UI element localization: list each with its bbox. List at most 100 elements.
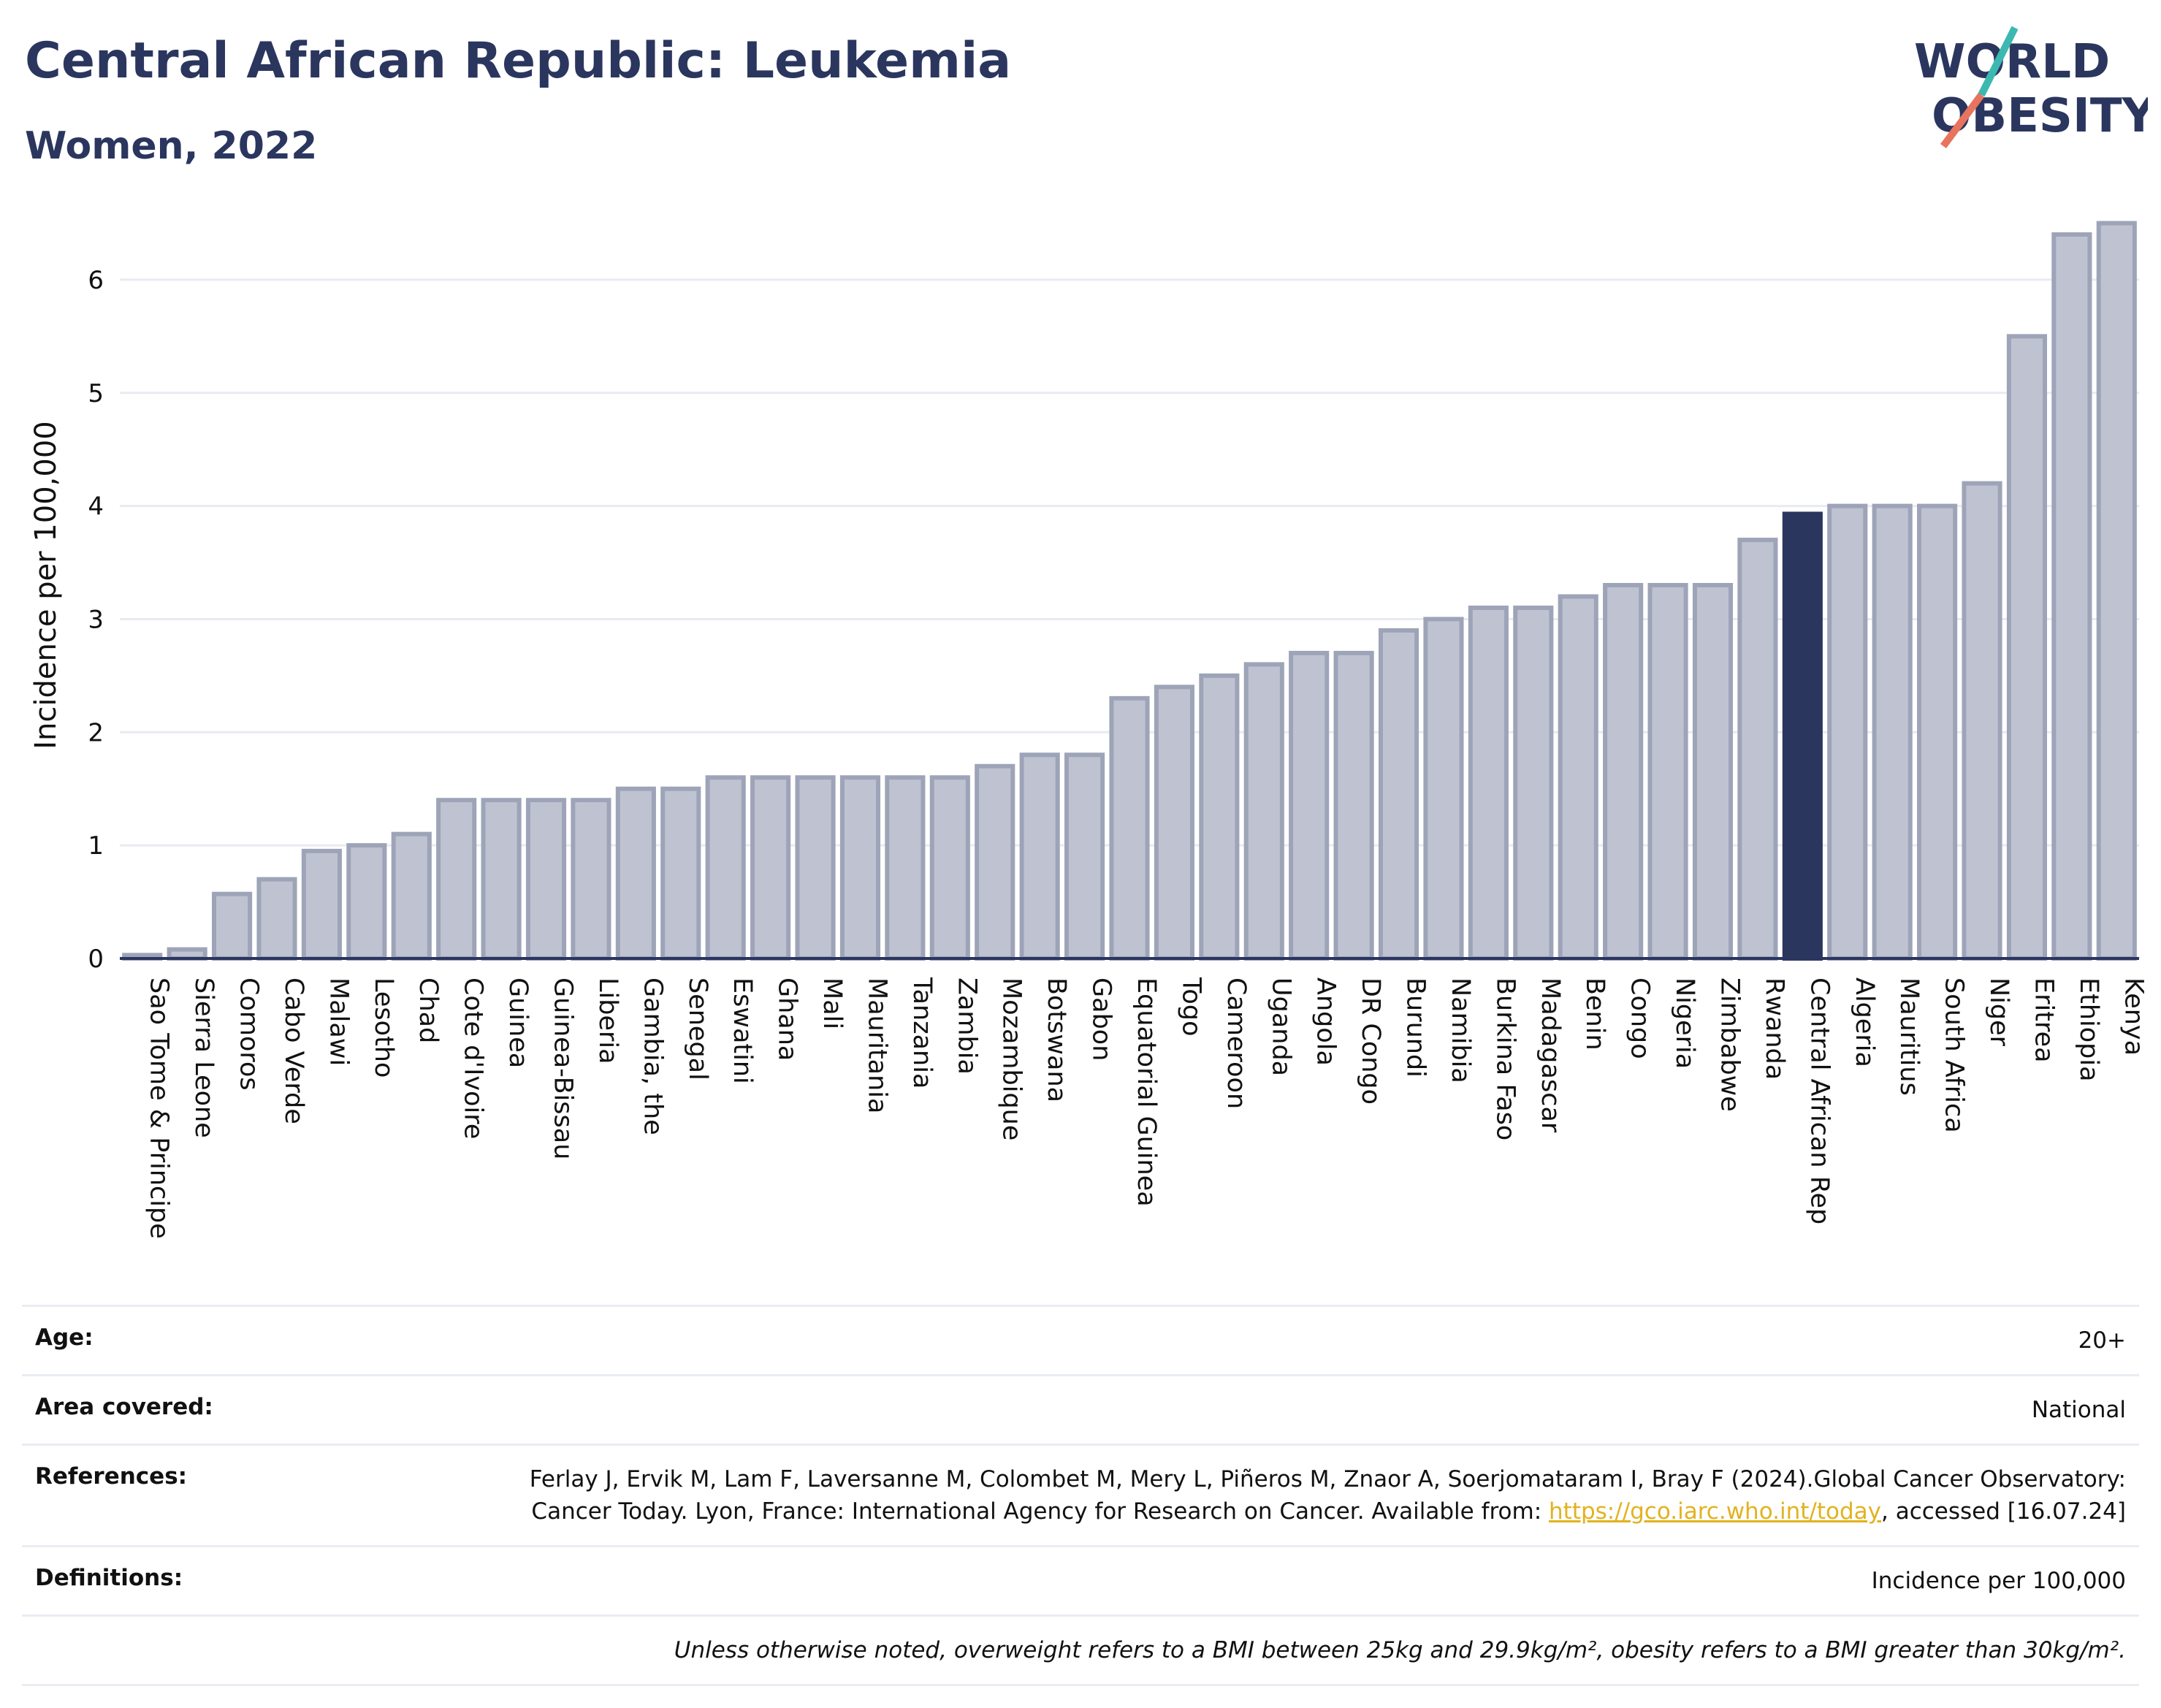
bar (391, 831, 432, 961)
meta-row-note: Unless otherwise noted, overweight refer… (22, 1614, 2139, 1686)
x-tick-label: Burkina Faso (1490, 977, 1520, 1140)
y-tick-label: 3 (88, 605, 104, 634)
x-tick-label: South Africa (1940, 977, 1969, 1133)
bar (2051, 232, 2092, 961)
x-tick-label: Mozambique (997, 977, 1026, 1140)
x-tick-label: Cameroon (1221, 977, 1251, 1109)
logo-teal-stroke (1978, 26, 2019, 97)
y-tick-label: 1 (88, 831, 104, 861)
bar (1423, 617, 1464, 961)
bar-chart: 0 1 2 3 4 5 6 Sao Tome & Principe Sierra Leone C… (29, 221, 2149, 1239)
x-tick-label: Cabo Verde (279, 977, 308, 1124)
x-tick-label: Eswatini (728, 977, 757, 1084)
page-subtitle: Women, 2022 (25, 124, 318, 168)
x-tick-label: Nigeria (1670, 977, 1699, 1069)
x-tick-label: Central African Rep (1804, 977, 1834, 1224)
y-axis-ticks: 0 1 2 3 4 5 6 (88, 266, 104, 974)
bar (1603, 583, 1644, 961)
x-tick-label: Angola (1311, 977, 1341, 1066)
page-title: Central African Republic: Leukemia (25, 32, 1012, 90)
bar (1199, 673, 1240, 961)
area-value: National (2031, 1397, 2126, 1423)
x-tick-label: Mauritania (862, 977, 891, 1113)
bar (256, 877, 297, 961)
bar (660, 786, 701, 961)
bar (1243, 662, 1284, 961)
x-tick-label: Sierra Leone (189, 977, 218, 1138)
references-accessed: , accessed [16.07.24] (1880, 1498, 2126, 1525)
bar (1378, 628, 1419, 961)
references-label: References: (35, 1463, 188, 1490)
x-tick-label: Rwanda (1760, 977, 1789, 1080)
x-tick-label: Comoros (235, 977, 264, 1091)
bar (1872, 503, 1913, 961)
bar (301, 848, 342, 961)
bar (1513, 605, 1554, 961)
bar (525, 798, 567, 961)
logo-word-world: WORLD (1914, 35, 2110, 89)
bar (1109, 695, 1150, 961)
x-tick-label: Zambia (952, 977, 981, 1075)
x-tick-label: Mali (817, 977, 847, 1029)
bar (1692, 583, 1734, 961)
x-tick-label: Senegal (683, 977, 712, 1080)
x-tick-label: Algeria (1850, 977, 1879, 1067)
x-tick-label: Tanzania (907, 977, 937, 1089)
y-axis-label: Incidence per 100,000 (29, 421, 63, 750)
bar-highlight (1782, 511, 1823, 961)
bar (1468, 605, 1509, 961)
bar (1154, 685, 1194, 961)
references-link[interactable]: https://gco.iarc.who.int/today (1549, 1498, 1881, 1525)
bar (929, 775, 970, 961)
bmi-note: Unless otherwise noted, overweight refer… (674, 1637, 2126, 1663)
x-tick-label: Mauritius (1894, 977, 1924, 1096)
y-tick-label: 0 (88, 945, 104, 974)
bar (1647, 583, 1688, 961)
x-tick-label: Burundi (1401, 977, 1430, 1078)
x-tick-label: Namibia (1446, 977, 1475, 1083)
bar (436, 798, 477, 961)
area-label: Area covered: (35, 1394, 213, 1420)
x-axis-labels: Sao Tome & Principe Sierra Leone Comoros Ca… (145, 977, 2149, 1239)
bar (615, 786, 656, 961)
x-tick-label: Guinea (503, 977, 533, 1068)
bar (211, 891, 253, 961)
x-tick-label: Benin (1580, 977, 1609, 1051)
bar (1737, 538, 1778, 961)
age-value: 20+ (2078, 1327, 2126, 1354)
bar (1333, 650, 1374, 961)
x-tick-label: Togo (1176, 977, 1205, 1036)
bar (1289, 650, 1330, 961)
definitions-value: Incidence per 100,000 (1871, 1568, 2126, 1594)
x-tick-label: Lesotho (369, 977, 398, 1078)
x-tick-label: Guinea-Bissau (549, 977, 578, 1159)
bar (346, 843, 387, 961)
x-tick-label: Sao Tome & Principe (145, 977, 174, 1239)
bar (571, 798, 611, 961)
meta-row-age: Age: 20+ (22, 1305, 2139, 1374)
x-tick-label: Niger (1984, 977, 2013, 1047)
bar (705, 775, 746, 961)
references-text: Ferlay J, Ervik M, Lam F, Laversanne M, … (529, 1466, 2126, 1525)
logo-coral-stroke (1940, 93, 1985, 148)
x-tick-label: Congo (1625, 977, 1655, 1059)
x-tick-label: Uganda (1266, 977, 1295, 1076)
y-tick-label: 4 (88, 492, 104, 522)
x-tick-label: Kenya (2119, 977, 2148, 1056)
bar (1019, 752, 1060, 961)
meta-row-definitions: Definitions: Incidence per 100,000 (22, 1545, 2139, 1614)
x-tick-label: Botswana (1042, 977, 1071, 1102)
bar (1558, 594, 1598, 961)
x-tick-label: Ethiopia (2074, 977, 2103, 1082)
x-tick-label: Malawi (324, 977, 353, 1066)
x-tick-label: Chad (413, 977, 443, 1043)
x-tick-label: DR Congo (1356, 977, 1385, 1105)
bar (1064, 752, 1105, 961)
bar (1917, 503, 1958, 961)
x-tick-label: Ghana (773, 977, 802, 1061)
bar (885, 775, 926, 961)
x-tick-label: Eritrea (2029, 977, 2058, 1063)
bar (2006, 334, 2048, 961)
meta-row-references: References: Ferlay J, Ervik M, Lam F, La… (22, 1444, 2139, 1545)
bar (795, 775, 836, 961)
